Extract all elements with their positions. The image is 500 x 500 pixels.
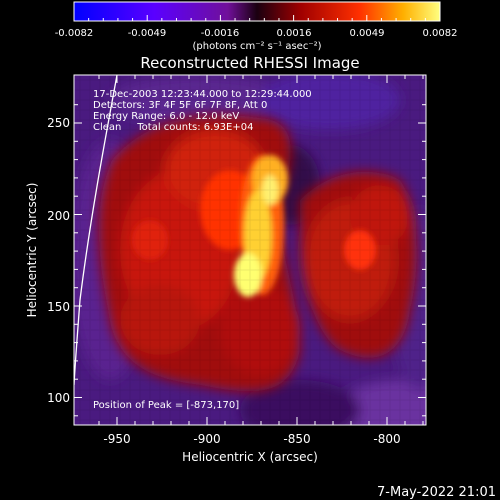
plot-frame: [73, 74, 427, 426]
info-energy-range: Energy Range: 6.0 - 12.0 keV: [93, 111, 239, 122]
x-axis: -950 -900 -850 -800 Heliocentric X (arcs…: [103, 432, 400, 464]
footer-timestamp: 7-May-2022 21:01: [377, 485, 496, 500]
info-peak-position: Position of Peak = [-873,170]: [93, 400, 239, 411]
info-detectors: Detectors: 3F 4F 5F 6F 7F 8F, Att 0: [93, 100, 267, 111]
x-tick-label: -850: [283, 432, 310, 446]
colorbar-tick-label: -0.0049: [128, 28, 167, 39]
y-axis: 250 200 150 100 Heliocentric Y (arcsec): [25, 116, 70, 405]
plot-title: Reconstructed RHESSI Image: [140, 54, 359, 72]
y-axis-label: Heliocentric Y (arcsec): [25, 183, 39, 318]
colorbar-tick-label: 0.0082: [423, 28, 458, 39]
colorbar-tick-label: 0.0049: [350, 28, 385, 39]
info-time-range: 17-Dec-2003 12:23:44.000 to 12:29:44.000: [93, 89, 312, 100]
y-tick-label: 150: [47, 300, 70, 314]
colorbar-tick-label: -0.0082: [55, 28, 94, 39]
x-tick-label: -950: [103, 432, 130, 446]
x-tick-label: -900: [193, 432, 220, 446]
y-tick-label: 250: [47, 116, 70, 130]
colorbar-gradient: [73, 1, 441, 22]
x-tick-label: -800: [373, 432, 400, 446]
colorbar-ticks: [73, 15, 441, 21]
y-tick-label: 200: [47, 209, 70, 223]
solar-limb-curve: [74, 75, 118, 386]
x-axis-label: Heliocentric X (arcsec): [182, 450, 318, 464]
colorbar-unit-label: (photons cm⁻² s⁻¹ asec⁻²): [192, 41, 321, 52]
heatmap-image: [74, 75, 426, 425]
colorbar-tick-label: 0.0016: [277, 28, 312, 39]
axis-ticks: [74, 75, 426, 425]
colorbar-tick-label: -0.0016: [201, 28, 240, 39]
info-clean-counts: Clean Total counts: 6.93E+04: [93, 122, 253, 133]
y-tick-label: 100: [47, 391, 70, 405]
colorbar: -0.0082 -0.0049 -0.0016 0.0016 0.0049 0.…: [55, 1, 458, 52]
info-overlay: 17-Dec-2003 12:23:44.000 to 12:29:44.000…: [93, 89, 312, 411]
